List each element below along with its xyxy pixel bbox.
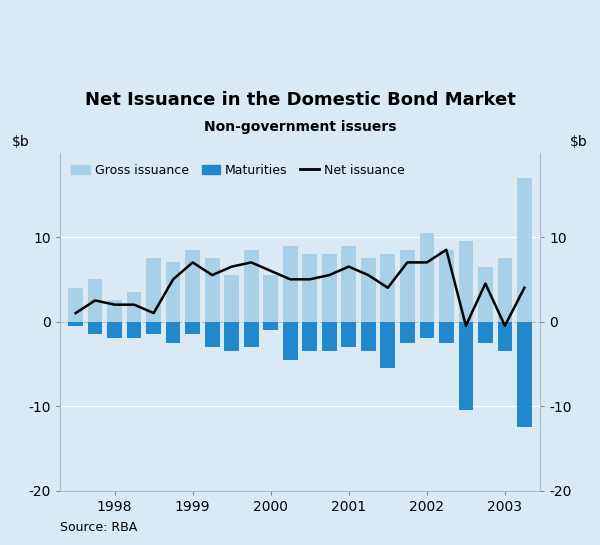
- Bar: [127, 292, 142, 322]
- Bar: [166, 322, 181, 343]
- Bar: [68, 288, 83, 322]
- Bar: [263, 275, 278, 322]
- Bar: [419, 322, 434, 338]
- Bar: [478, 322, 493, 343]
- Bar: [107, 322, 122, 338]
- Bar: [341, 245, 356, 322]
- Bar: [224, 322, 239, 351]
- Bar: [361, 258, 376, 322]
- Bar: [478, 267, 493, 322]
- Bar: [224, 275, 239, 322]
- Text: Net Issuance in the Domestic Bond Market: Net Issuance in the Domestic Bond Market: [85, 91, 515, 109]
- Text: Non-government issuers: Non-government issuers: [204, 119, 396, 134]
- Bar: [458, 241, 473, 322]
- Bar: [185, 322, 200, 334]
- Bar: [497, 322, 512, 351]
- Bar: [400, 322, 415, 343]
- Bar: [283, 245, 298, 322]
- Bar: [166, 263, 181, 322]
- Bar: [361, 322, 376, 351]
- Text: Source: RBA: Source: RBA: [60, 521, 137, 534]
- Bar: [380, 254, 395, 322]
- Bar: [244, 322, 259, 347]
- Bar: [400, 250, 415, 322]
- Bar: [68, 322, 83, 326]
- Bar: [263, 322, 278, 330]
- Bar: [380, 322, 395, 368]
- Bar: [205, 258, 220, 322]
- Bar: [127, 322, 142, 338]
- Bar: [283, 322, 298, 360]
- Text: $b: $b: [12, 135, 30, 149]
- Bar: [88, 322, 103, 334]
- Legend: Gross issuance, Maturities, Net issuance: Gross issuance, Maturities, Net issuance: [66, 159, 410, 182]
- Bar: [341, 322, 356, 347]
- Bar: [88, 279, 103, 322]
- Bar: [517, 178, 532, 322]
- Bar: [322, 322, 337, 351]
- Bar: [517, 322, 532, 427]
- Bar: [439, 250, 454, 322]
- Bar: [146, 258, 161, 322]
- Bar: [302, 254, 317, 322]
- Bar: [302, 322, 317, 351]
- Bar: [107, 300, 122, 322]
- Bar: [419, 233, 434, 322]
- Bar: [244, 250, 259, 322]
- Bar: [322, 254, 337, 322]
- Bar: [458, 322, 473, 410]
- Bar: [497, 258, 512, 322]
- Bar: [205, 322, 220, 347]
- Bar: [185, 250, 200, 322]
- Bar: [439, 322, 454, 343]
- Text: $b: $b: [570, 135, 588, 149]
- Bar: [146, 322, 161, 334]
